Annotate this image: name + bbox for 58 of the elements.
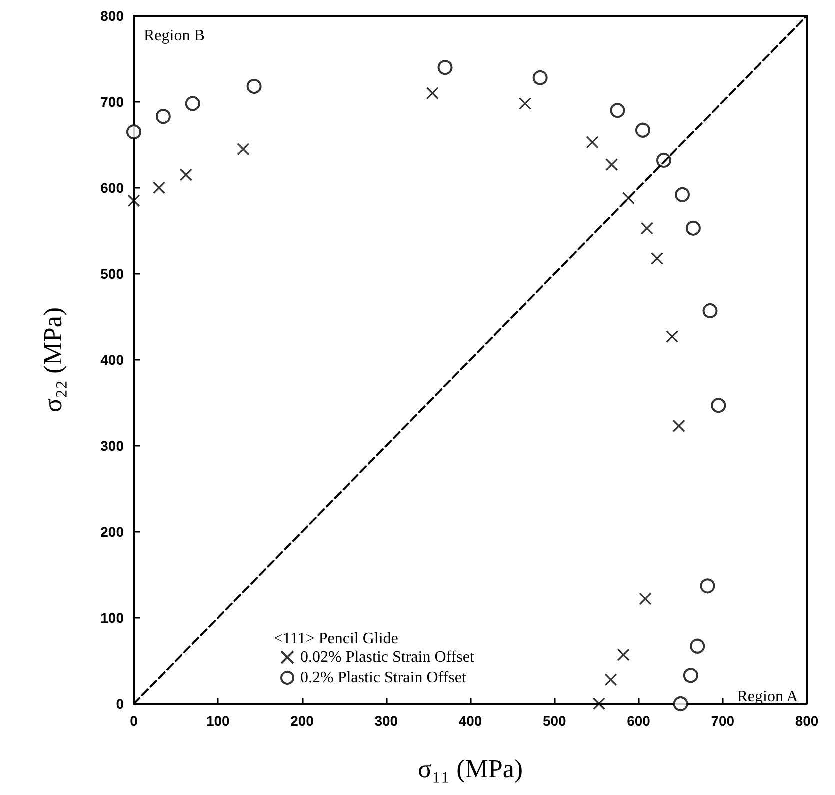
point bbox=[126, 124, 142, 140]
point bbox=[683, 668, 698, 684]
point bbox=[672, 420, 686, 433]
x-axis-title: σ₁₁ (MPa) bbox=[418, 754, 524, 784]
point bbox=[586, 136, 599, 149]
y-tick-label: 800 bbox=[100, 8, 124, 24]
y-axis-title: σ₂₂ (MPa) bbox=[38, 307, 68, 413]
point bbox=[438, 60, 453, 76]
y-tick-label: 700 bbox=[100, 94, 124, 110]
point bbox=[610, 103, 626, 118]
x-tick-label: 700 bbox=[711, 713, 735, 729]
legend-title: <111> Pencil Glide bbox=[274, 630, 398, 648]
point bbox=[604, 674, 618, 686]
point bbox=[246, 79, 262, 94]
point bbox=[426, 87, 439, 100]
point bbox=[128, 194, 140, 208]
y-tick-label: 500 bbox=[100, 266, 124, 282]
point bbox=[156, 109, 171, 124]
point bbox=[640, 222, 654, 235]
point bbox=[666, 330, 679, 344]
legend-label: 0.02% Plastic Strain Offset bbox=[300, 649, 475, 666]
point bbox=[711, 398, 726, 414]
x-tick-label: 0 bbox=[130, 713, 138, 729]
x-tick-label: 200 bbox=[290, 713, 314, 729]
point bbox=[532, 70, 548, 86]
x-tick-label: 300 bbox=[374, 713, 398, 729]
point bbox=[650, 252, 664, 265]
y-tick-label: 0 bbox=[116, 696, 124, 712]
point bbox=[237, 143, 250, 156]
y-tick-label: 300 bbox=[100, 438, 124, 454]
point bbox=[622, 192, 635, 205]
point bbox=[675, 187, 690, 202]
point bbox=[606, 158, 618, 172]
x-tick-label: 600 bbox=[627, 713, 651, 729]
point bbox=[639, 592, 652, 606]
point bbox=[635, 122, 650, 138]
x-tick-label: 100 bbox=[206, 713, 230, 729]
point bbox=[686, 220, 701, 236]
legend-label: 0.2% Plastic Strain Offset bbox=[300, 670, 467, 686]
point bbox=[180, 168, 192, 182]
annotation: Region A bbox=[737, 688, 799, 706]
point bbox=[185, 96, 200, 112]
x-tick-label: 400 bbox=[458, 713, 482, 729]
point bbox=[152, 182, 166, 194]
y-tick-label: 400 bbox=[100, 352, 124, 368]
x-tick-label: 800 bbox=[795, 713, 819, 729]
point bbox=[592, 698, 606, 710]
annotation: Region B bbox=[144, 28, 205, 44]
point bbox=[617, 648, 630, 662]
point bbox=[700, 578, 716, 594]
x-tick-label: 500 bbox=[542, 713, 567, 729]
point bbox=[690, 638, 706, 654]
point bbox=[702, 303, 718, 318]
point bbox=[673, 696, 688, 712]
point bbox=[518, 97, 532, 110]
y-tick-label: 600 bbox=[100, 180, 124, 196]
y-tick-label: 100 bbox=[100, 610, 124, 626]
y-tick-label: 200 bbox=[100, 524, 124, 540]
